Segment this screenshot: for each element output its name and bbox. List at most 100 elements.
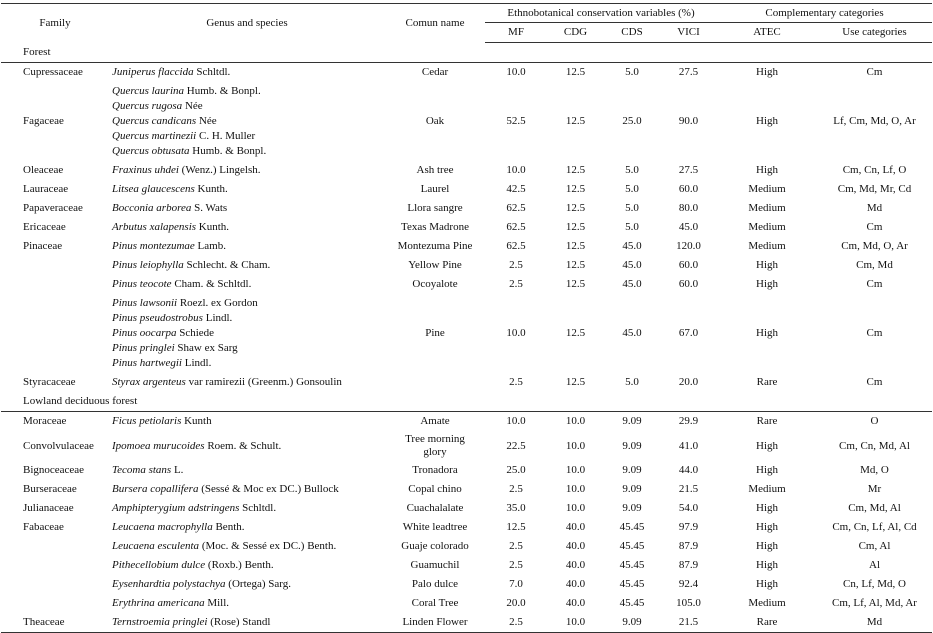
value-cell: 40.0 [565, 521, 586, 533]
value-cell: 12.5 [506, 521, 526, 533]
data-row: Pinus lawsonii Roezl. ex Gordon Pinus pse… [1, 294, 932, 373]
value-cell: 12.5 [565, 66, 586, 78]
use-cell: Md, O [860, 464, 889, 476]
family-cell: Theaceae [1, 613, 109, 633]
value-cell: 54.0 [678, 502, 699, 514]
family-cell: Papaveraceae [1, 199, 109, 218]
value-cell: 90.0 [678, 115, 699, 127]
data-row: Pinus teocote Cham. & Schltdl. Ocoyalote 2… [1, 275, 932, 294]
species: Pinus hartwegii Lindl. [112, 356, 382, 371]
value-cell: 12.5 [565, 221, 586, 233]
value-cell: 10.0 [565, 415, 586, 427]
value-cell: 2.5 [509, 376, 523, 388]
value-cell: 52.5 [506, 115, 526, 127]
species-cell: Bocconia arborea S. Wats [109, 199, 385, 218]
family-cell: Julianaceae [1, 499, 109, 518]
family-cell [1, 256, 109, 275]
family: Oleaceae [23, 164, 64, 176]
species: Leucaena esculenta (Moc. & Sessé ex DC.)… [112, 539, 382, 554]
species-name: Amphipterygium adstringens [112, 502, 240, 514]
species: Ipomoea murucoides Roem. & Schult. [112, 439, 382, 454]
header-cell: ATEC [717, 22, 817, 43]
section-title: Lowland deciduous forest [1, 392, 932, 412]
value-cell: 35.0 [506, 502, 526, 514]
use-cell: Cm, Lf, Al, Md, Ar [832, 597, 917, 609]
species: Erythrina americana Mill. [112, 596, 382, 611]
species-author: Schiede [179, 327, 215, 339]
value-cell: 20.0 [678, 376, 699, 388]
data-row: Fagaceae Quercus laurina Humb. & Bonpl. Qu… [1, 82, 932, 161]
value-cell: 62.5 [506, 202, 526, 214]
family-cell: Convolvulaceae [1, 431, 109, 461]
section-title: Forest [1, 42, 932, 63]
common-cell: Ocoyalote [385, 275, 485, 294]
species-name: Ipomoea murucoides [112, 439, 205, 452]
atec-cell: High [756, 578, 778, 590]
atec-cell: Medium [748, 597, 786, 609]
value-cell: 12.5 [565, 327, 586, 339]
value-cell: 80.0 [678, 202, 699, 214]
value-cell: 97.9 [678, 521, 699, 533]
species-author: Kunth [184, 415, 212, 427]
data-row: Lauraceae Litsea glaucescens Kunth. Laurel… [1, 180, 932, 199]
common-cell: Texas Madrone [385, 218, 485, 237]
family: Papaveraceae [23, 202, 83, 214]
species-name: Pinus hartwegii [112, 357, 182, 369]
value-cell: 20.0 [506, 597, 526, 609]
atec-cell: Rare [717, 613, 817, 633]
common-cell: White leadtree [385, 518, 485, 537]
value-cell: 45.45 [619, 597, 645, 609]
use-cell: Cm, Cn, Md, Al [839, 439, 910, 452]
species-name: Leucaena esculenta [112, 540, 200, 552]
atec-cell: High [756, 259, 778, 271]
species-cell: Ternstroemia pringlei (Rose) Standl [109, 613, 385, 633]
species-name: Bocconia arborea [112, 202, 192, 214]
value-cell: 44.0 [678, 464, 699, 476]
species: Quercus laurina Humb. & Bonpl. [112, 84, 382, 99]
header-cell: CDG [547, 22, 604, 43]
species-author: Shaw ex Sarg [177, 342, 238, 354]
data-row: Oleaceae Fraxinus uhdei (Wenz.) Lingelsh.… [1, 161, 932, 180]
page: Family Genus and species Comun name Ethn… [0, 3, 933, 633]
species-author: C. H. Muller [198, 130, 256, 142]
family-cell: Fagaceae [1, 82, 109, 161]
use-cell: Cm [866, 221, 883, 233]
header-group: Complementary categories [717, 3, 932, 23]
species-author: Humb. & Bonpl. [186, 85, 261, 97]
data-row: Styracaceae Styrax argenteus var ramirezi… [1, 373, 932, 392]
common-name: Ocoyalote [412, 278, 458, 290]
use-cell: Lf, Cm, Md, O, Ar [833, 115, 916, 127]
species: Quercus martinezii C. H. Muller [112, 129, 382, 144]
common-name: Linden Flower [402, 616, 468, 628]
header-group: Ethnobotanical conservation variables (%… [485, 3, 717, 23]
species-cell: Juniperus flaccida Schltdl. [109, 63, 385, 83]
value-cell: 87.9 [678, 540, 699, 552]
common-name: Oak [425, 115, 445, 127]
species-name: Erythrina americana [112, 597, 205, 609]
species-cell: Ficus petiolaris Kunth [109, 412, 385, 432]
atec-cell: Medium [748, 483, 786, 495]
use-cell: Cm, Cn, Lf, Al, Cd [832, 521, 917, 533]
species: Styrax argenteus var ramirezii (Greenm.)… [112, 375, 382, 390]
value-cell: 45.45 [619, 540, 645, 552]
species-author: Schltdl. [196, 66, 231, 78]
value-cell: 10.0 [506, 164, 526, 176]
value-cell: 40.0 [565, 597, 586, 609]
value-cell: 12.5 [565, 240, 586, 252]
value-cell: 29.9 [678, 415, 699, 427]
common-cell: Amate [385, 412, 485, 432]
species-cell: Pinus teocote Cham. & Schltdl. [109, 275, 385, 294]
species: Pinus leiophylla Schlecht. & Cham. [112, 258, 382, 273]
atec-cell: Medium [748, 240, 786, 252]
common-cell: Ash tree [385, 161, 485, 180]
value-cell: 40.0 [565, 540, 586, 552]
value-cell: 5.0 [625, 66, 639, 78]
use-cell: Cn, Lf, Md, O [843, 578, 906, 590]
value-cell: 10.0 [547, 613, 604, 633]
value-cell: 21.5 [660, 613, 717, 633]
value-cell: 7.0 [509, 578, 523, 590]
atec-cell: Medium [748, 202, 786, 214]
family-cell: Styracaceae [1, 373, 109, 392]
value-cell: 10.0 [565, 439, 586, 452]
species-name: Pinus teocote [112, 278, 172, 290]
